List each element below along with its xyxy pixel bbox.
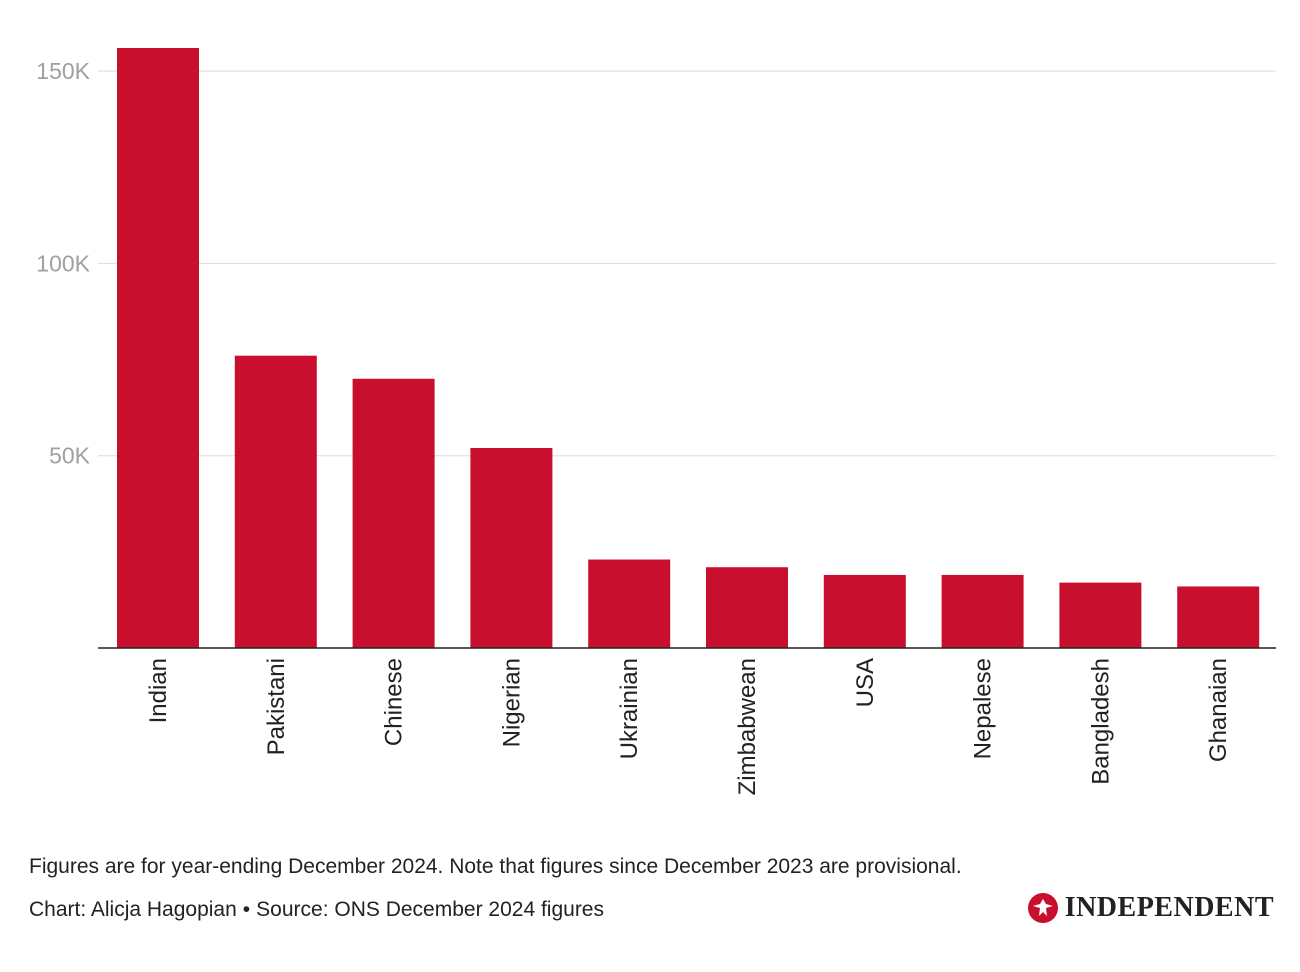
x-tick-label: Pakistani [263,658,290,755]
x-tick-label: Indian [145,658,172,723]
x-tick-label: Ukrainian [616,658,643,759]
x-axis-ticks: Indian Pakistani Chinese Nigerian Ukrainian Z… [145,658,1232,795]
bar-nepalese [941,574,1024,648]
x-tick-label: Zimbabwean [734,658,761,795]
y-tick-label: 50K [49,443,91,469]
bar-ukrainian [588,559,671,648]
independent-logo: INDEPENDENT [1027,892,1274,924]
bar-bangladesh [1059,582,1142,648]
credit-line: Chart: Alicja Hagopian • Source: ONS Decem… [29,898,604,922]
eagle-icon [1027,893,1058,923]
x-tick-label: Chinese [381,658,408,746]
x-tick-label: USA [852,658,879,707]
bar-chinese [352,378,435,648]
bar-chart: 50K 100K 150K Indian Pakistani Chinese Nigeri… [36,48,1276,795]
logo-wordmark: INDEPENDENT [1064,892,1274,923]
bars [117,48,1260,648]
bar-usa [823,574,906,648]
x-tick-label: Nepalese [970,658,997,759]
y-tick-label: 100K [36,250,90,276]
y-axis-ticks: 50K 100K 150K [36,58,90,469]
x-tick-label: Ghanaian [1205,658,1232,762]
x-tick-label: Bangladesh [1087,658,1114,785]
footnote: Figures are for year-ending December 202… [29,855,962,878]
x-tick-label: Nigerian [498,658,525,747]
bar-indian [117,48,199,648]
separator: • [242,898,251,921]
chart-credit: Chart: Alicja Hagopian [29,898,237,921]
bar-pakistani [234,355,317,648]
bar-ghanaian [1177,586,1260,648]
bar-zimbabwean [706,567,788,648]
source-text: Source: ONS December 2024 figures [256,898,604,921]
bar-nigerian [470,448,553,648]
y-tick-label: 150K [36,58,90,84]
